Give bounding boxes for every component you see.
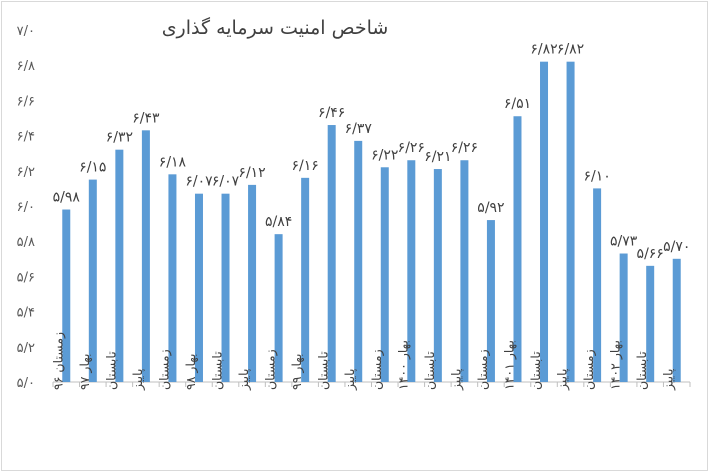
bar — [540, 61, 549, 383]
bar — [327, 125, 336, 382]
x-category-label: تابستان — [422, 351, 437, 390]
data-label: ۶/۸۲ — [530, 42, 557, 58]
bar — [646, 265, 655, 382]
y-tick-label: ۶/۲ — [17, 165, 35, 180]
data-label: ۵/۸۴ — [265, 214, 292, 230]
bar — [460, 160, 469, 382]
data-label: ۶/۲۱ — [424, 149, 451, 165]
bar — [168, 174, 177, 382]
x-category-label: زمستان — [156, 349, 172, 390]
y-tick-label: ۷/۰ — [17, 24, 35, 39]
y-tick-label: ۶/۰ — [17, 200, 35, 215]
x-category-label: تابستان — [103, 351, 118, 390]
x-category-label: پاییز — [555, 368, 571, 391]
bar — [274, 234, 283, 382]
data-label: ۶/۱۵ — [79, 160, 106, 176]
data-labels-group: ۵/۹۸۶/۱۵۶/۳۲۶/۴۳۶/۱۸۶/۰۷ ۶/۰۷۶/۱۲۵/۸۴۶/۱۶… — [53, 42, 691, 262]
bars-group — [62, 61, 681, 383]
x-category-label: زمستان — [263, 349, 279, 390]
data-label: ۶/۳۷ — [345, 121, 373, 137]
bar — [248, 184, 257, 382]
bar — [593, 188, 602, 382]
x-category-label: زمستان ۹۶ — [50, 332, 66, 390]
y-tick-label: ۶/۶ — [17, 94, 35, 109]
x-category-label: بهار ۹۷ — [77, 354, 93, 391]
data-label: ۶/۱۸ — [159, 154, 187, 170]
bar — [566, 61, 575, 383]
x-category-label: بهار ۹۸ — [183, 354, 199, 391]
data-label: ۶/۲۶ — [451, 140, 478, 156]
data-label: ۵/۷۳ — [610, 234, 638, 250]
bar — [194, 193, 203, 382]
x-category-label: پاییز — [448, 368, 464, 391]
x-category-label: بهار ۱۴۰۲ — [608, 340, 624, 390]
data-label: ۶/۰۷ — [185, 174, 213, 190]
x-category-label: پاییز — [130, 368, 146, 391]
chart-title: شاخص امنیت سرمایه گذاری — [162, 16, 389, 39]
y-tick-label: ۵/۰ — [17, 376, 35, 391]
data-label: ۶/۱۲ — [238, 165, 265, 181]
bar — [486, 220, 495, 382]
x-category-label: بهار ۱۴۰۰ — [395, 340, 411, 390]
y-tick-label: ۵/۶ — [17, 270, 35, 285]
data-label: ۵/۹۲ — [477, 200, 504, 216]
bar — [619, 253, 628, 382]
data-label: ۶/۳۲ — [106, 130, 133, 146]
bar — [221, 193, 230, 382]
x-category-label: تابستان — [210, 351, 225, 390]
data-label: ۶/۵۱ — [504, 96, 531, 112]
bar — [141, 130, 150, 382]
data-label: ۶/۸۲ — [557, 42, 584, 58]
x-category-label: پاییز — [342, 368, 358, 391]
data-label: ۶/۴۶ — [318, 105, 345, 121]
x-axis: زمستان ۹۶ بهار ۹۷ تابستان پاییز زمستان بهار ۹… — [50, 332, 691, 391]
x-category-label: بهار ۱۴۰۱ — [501, 340, 517, 390]
bar — [115, 149, 124, 382]
y-axis: ۵/۰ ۵/۲ ۵/۴ ۵/۶ ۵/۸ ۶/۰ ۶/۲ ۶/۴ ۶/۶ ۶/۸ ۷/۰ — [17, 24, 35, 391]
bar — [513, 116, 522, 383]
y-tick-label: ۵/۴ — [17, 306, 35, 321]
data-label: ۶/۲۲ — [371, 147, 398, 163]
data-label: ۶/۱۶ — [292, 158, 319, 174]
x-category-label: زمستان — [369, 349, 385, 390]
data-label: ۶/۴۳ — [132, 110, 160, 126]
bar — [301, 177, 310, 382]
bar — [433, 169, 442, 382]
x-category-label: تابستان — [528, 351, 543, 390]
bar — [672, 258, 681, 382]
x-category-label: زمستان — [475, 349, 491, 390]
x-category-label: بهار ۹۹ — [289, 354, 305, 391]
data-label: ۶/۰۷ — [212, 174, 240, 190]
data-label: ۵/۹۸ — [53, 190, 81, 206]
bar — [380, 167, 389, 382]
bar — [88, 179, 97, 382]
y-tick-label: ۵/۲ — [17, 341, 35, 356]
y-tick-label: ۶/۸ — [17, 59, 35, 74]
data-label: ۶/۱۰ — [583, 168, 610, 184]
y-tick-label: ۶/۴ — [17, 130, 35, 145]
y-tick-label: ۵/۸ — [17, 235, 35, 250]
data-label: ۵/۷۰ — [663, 239, 690, 255]
bar — [354, 140, 363, 382]
x-category-label: تابستان — [316, 351, 331, 390]
x-category-label: پاییز — [661, 368, 677, 391]
x-category-label: پاییز — [236, 368, 252, 391]
bar — [62, 209, 71, 382]
data-label: ۵/۶۶ — [637, 246, 664, 262]
data-label: ۶/۲۶ — [398, 140, 425, 156]
x-category-label: زمستان — [581, 349, 597, 390]
x-category-label: تابستان — [634, 351, 649, 390]
bar — [407, 160, 416, 382]
